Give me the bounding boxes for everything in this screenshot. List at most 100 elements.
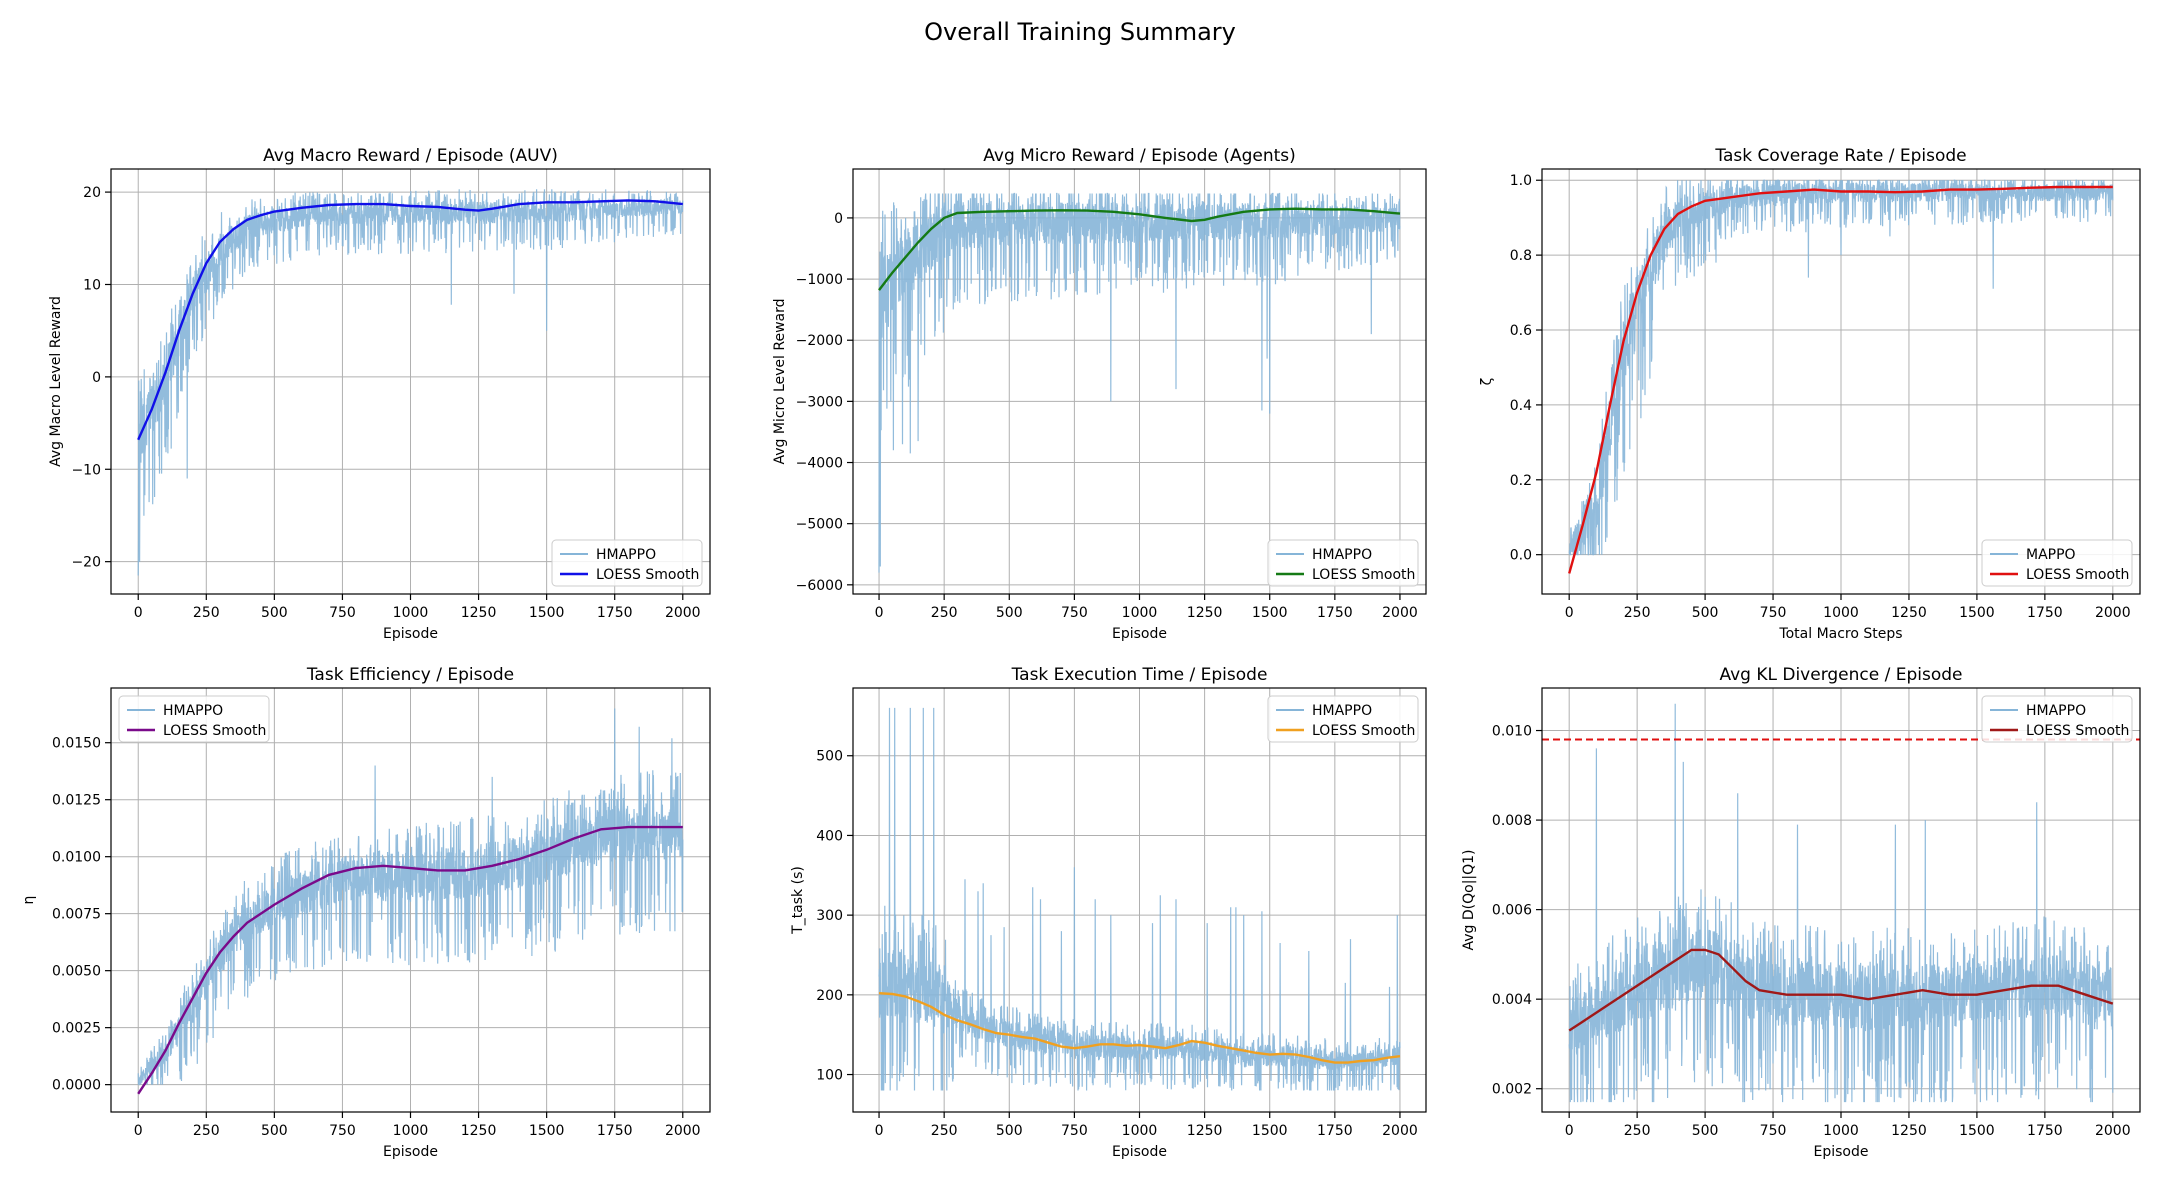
series-line-smooth	[1568, 185, 2113, 574]
x-tick-label: 1500	[529, 1123, 565, 1139]
series-line-smooth	[137, 825, 683, 1095]
y-tick-label: 0.0000	[52, 1078, 101, 1094]
legend-label: HMAPPO	[1312, 547, 1372, 563]
legend: HMAPPO LOESS Smooth	[1267, 539, 1419, 587]
y-tick-label: −2000	[796, 333, 843, 349]
x-tick-label: 2000	[665, 605, 701, 621]
y-tick-label: 500	[816, 749, 843, 765]
y-tick-label: −10	[71, 462, 101, 478]
y-tick-label: 100	[816, 1068, 843, 1084]
x-axis-label: Episode	[1112, 1144, 1167, 1160]
series-line-raw	[137, 708, 684, 1086]
legend-label: HMAPPO	[2026, 703, 2086, 719]
chart-panel-3: 0 250 500 750 1000 1250 1500 1750 2000 0.0 0.2 0.4 0…	[1479, 146, 2141, 642]
y-tick-label: 0.008	[1492, 813, 1532, 829]
chart-title: Task Coverage Rate / Episode	[1714, 146, 1966, 166]
y-axis-label: Avg Micro Level Reward	[772, 298, 788, 464]
x-tick-label: 1750	[2027, 1123, 2063, 1139]
y-axis-label: T_task (s)	[790, 866, 806, 935]
x-tick-label: 0	[1565, 605, 1574, 621]
y-tick-label: −5000	[796, 517, 843, 533]
y-tick-label: −1000	[796, 272, 843, 288]
y-axis-label: ζ	[1479, 378, 1495, 386]
legend: HMAPPO LOESS Smooth	[1981, 695, 2133, 743]
legend-label: LOESS Smooth	[2026, 567, 2129, 583]
x-tick-label: 1250	[1891, 605, 1927, 621]
x-tick-label: 1500	[1252, 605, 1288, 621]
x-axis-label: Episode	[1814, 1144, 1869, 1160]
x-tick-label: 0	[875, 1123, 884, 1139]
legend: HMAPPO LOESS Smooth	[1267, 695, 1419, 743]
legend: HMAPPO LOESS Smooth	[118, 695, 270, 743]
legend-box	[551, 539, 703, 587]
x-tick-label: 1500	[1252, 1123, 1288, 1139]
x-tick-label: 2000	[1382, 1123, 1418, 1139]
legend-label: HMAPPO	[596, 547, 656, 563]
y-tick-label: 0.0125	[52, 793, 101, 809]
x-tick-label: 250	[1624, 1123, 1651, 1139]
chart-panel-6: 0 250 500 750 1000 1250 1500 1750 2000 0.002 0.004…	[1461, 665, 2141, 1160]
chart-title: Task Execution Time / Episode	[1011, 665, 1268, 685]
legend-box	[1981, 539, 2133, 587]
legend-label: LOESS Smooth	[2026, 723, 2129, 739]
x-tick-label: 1250	[1187, 605, 1223, 621]
x-tick-label: 250	[193, 605, 220, 621]
chart-panel-5: 0 250 500 750 1000 1250 1500 1750 2000 100 200 300 4…	[790, 665, 1427, 1160]
series-line-smooth	[137, 199, 683, 441]
x-tick-label: 1500	[1959, 1123, 1995, 1139]
x-tick-label: 1000	[1823, 1123, 1859, 1139]
x-tick-label: 750	[1061, 605, 1088, 621]
y-tick-label: 0.8	[1510, 248, 1532, 264]
y-tick-label: 0.0	[1510, 548, 1532, 564]
x-tick-label: 750	[329, 605, 356, 621]
x-tick-label: 1750	[597, 1123, 633, 1139]
y-tick-label: 0	[834, 211, 843, 227]
legend: MAPPO LOESS Smooth	[1981, 539, 2133, 587]
legend-label: LOESS Smooth	[163, 723, 266, 739]
legend-label: HMAPPO	[163, 703, 223, 719]
y-axis-label: η	[21, 896, 37, 905]
x-tick-label: 250	[1624, 605, 1651, 621]
x-tick-label: 750	[1760, 1123, 1787, 1139]
x-tick-label: 750	[1760, 605, 1787, 621]
x-tick-label: 1000	[1823, 605, 1859, 621]
y-tick-label: 0.0150	[52, 736, 101, 752]
x-axis-label: Episode	[383, 1144, 438, 1160]
x-tick-label: 2000	[2095, 605, 2131, 621]
x-tick-label: 1500	[529, 605, 565, 621]
x-tick-label: 1750	[597, 605, 633, 621]
x-tick-label: 1250	[461, 1123, 497, 1139]
plot-area	[878, 707, 1401, 1091]
y-tick-label: 0	[92, 370, 101, 386]
x-tick-label: 0	[1565, 1123, 1574, 1139]
series-line-smooth	[1568, 948, 2114, 1032]
x-tick-label: 0	[134, 1123, 143, 1139]
x-axis-label: Episode	[1112, 626, 1167, 642]
legend-label: LOESS Smooth	[596, 567, 699, 583]
y-tick-label: 1.0	[1510, 173, 1532, 189]
y-tick-label: 0.0050	[52, 964, 101, 980]
y-tick-label: 0.0025	[52, 1021, 101, 1037]
legend-box	[1267, 695, 1419, 743]
y-tick-label: 400	[816, 828, 843, 844]
chart-panel-2: 0 250 500 750 1000 1250 1500 1750 2000 −6000 −5000…	[772, 146, 1427, 642]
x-tick-label: 0	[875, 605, 884, 621]
legend-label: HMAPPO	[1312, 703, 1372, 719]
x-tick-label: 1500	[1959, 605, 1995, 621]
chart-title: Avg KL Divergence / Episode	[1719, 665, 1962, 685]
x-tick-label: 1000	[393, 605, 429, 621]
x-tick-label: 500	[261, 1123, 288, 1139]
series-line-raw	[878, 707, 1401, 1091]
x-tick-label: 750	[329, 1123, 356, 1139]
x-tick-label: 1000	[393, 1123, 429, 1139]
y-tick-label: −20	[71, 555, 101, 571]
legend-box	[118, 695, 270, 743]
x-tick-label: 1000	[1122, 605, 1158, 621]
legend-label: LOESS Smooth	[1312, 567, 1415, 583]
y-tick-label: 0.4	[1510, 398, 1532, 414]
x-axis-label: Total Macro Steps	[1778, 626, 1902, 642]
x-tick-label: 250	[931, 1123, 958, 1139]
x-tick-label: 1750	[1317, 1123, 1353, 1139]
legend: HMAPPO LOESS Smooth	[551, 539, 703, 587]
